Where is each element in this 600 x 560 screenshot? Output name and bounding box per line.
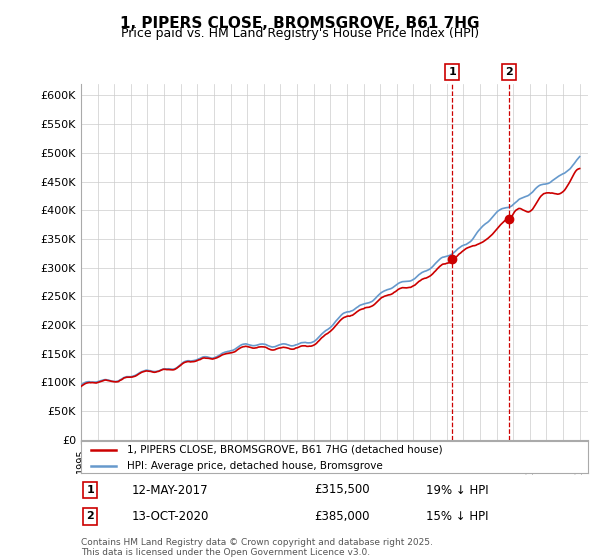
- Text: 2: 2: [86, 511, 94, 521]
- Text: Contains HM Land Registry data © Crown copyright and database right 2025.
This d: Contains HM Land Registry data © Crown c…: [81, 538, 433, 557]
- Text: 12-MAY-2017: 12-MAY-2017: [132, 483, 208, 497]
- Text: £315,500: £315,500: [314, 483, 370, 497]
- Text: 1: 1: [86, 485, 94, 495]
- Text: 15% ↓ HPI: 15% ↓ HPI: [426, 510, 488, 523]
- Text: 2: 2: [505, 67, 513, 77]
- Text: 1, PIPERS CLOSE, BROMSGROVE, B61 7HG (detached house): 1, PIPERS CLOSE, BROMSGROVE, B61 7HG (de…: [127, 445, 442, 455]
- Text: Price paid vs. HM Land Registry's House Price Index (HPI): Price paid vs. HM Land Registry's House …: [121, 27, 479, 40]
- Text: 1, PIPERS CLOSE, BROMSGROVE, B61 7HG: 1, PIPERS CLOSE, BROMSGROVE, B61 7HG: [120, 16, 480, 31]
- Text: 13-OCT-2020: 13-OCT-2020: [132, 510, 209, 523]
- Text: 19% ↓ HPI: 19% ↓ HPI: [426, 483, 488, 497]
- Text: £385,000: £385,000: [314, 510, 370, 523]
- Text: 1: 1: [448, 67, 456, 77]
- Text: HPI: Average price, detached house, Bromsgrove: HPI: Average price, detached house, Brom…: [127, 461, 382, 471]
